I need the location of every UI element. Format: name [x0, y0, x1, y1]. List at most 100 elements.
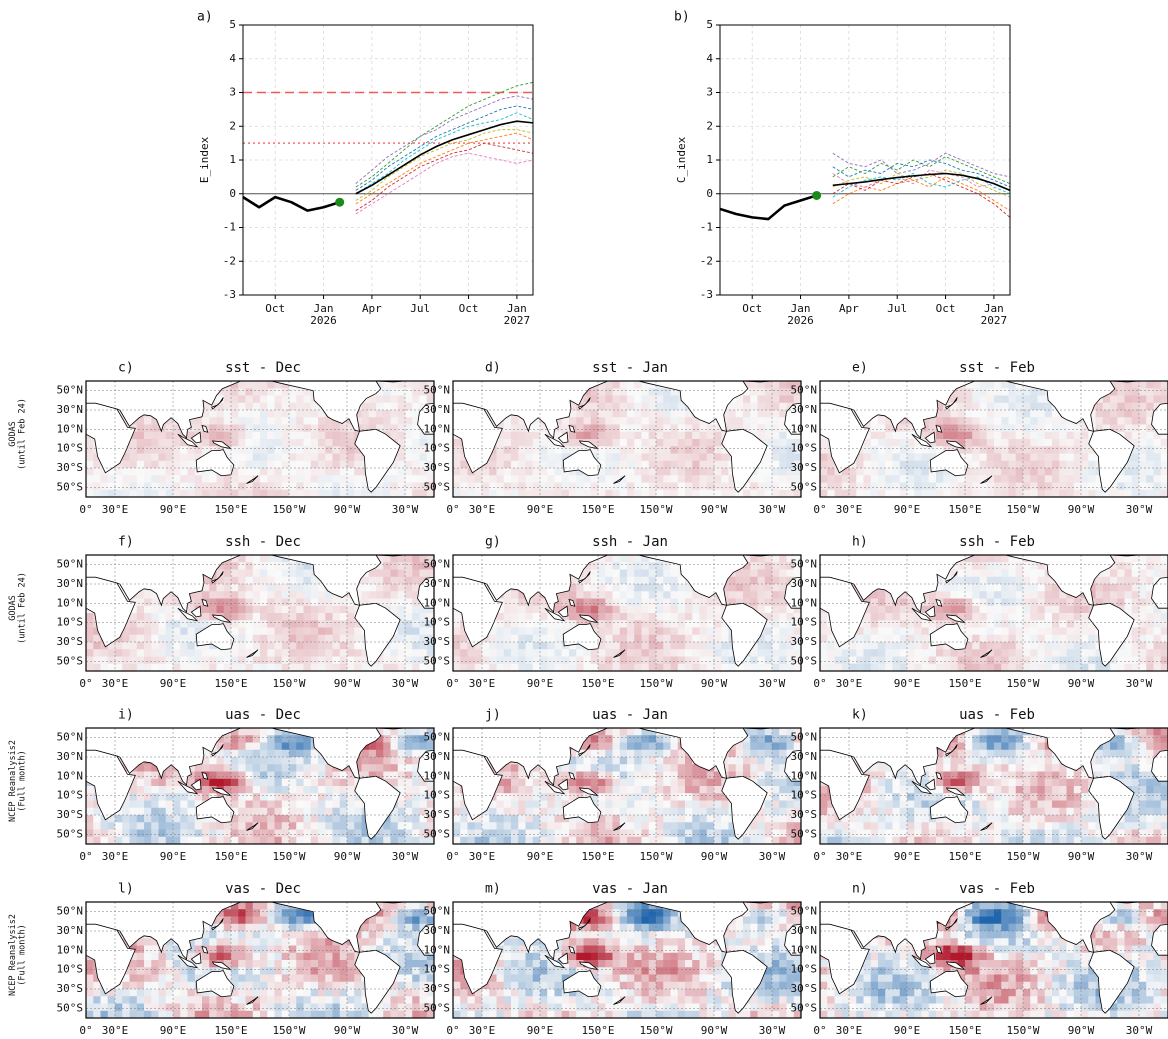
map-cell	[217, 432, 225, 440]
map-cell	[598, 475, 606, 483]
map-cell	[972, 649, 980, 657]
x-tick-label: 150°E	[581, 503, 614, 516]
map-cell	[151, 446, 159, 454]
map-cell	[1146, 620, 1154, 628]
map-cell	[202, 591, 210, 599]
map-cell	[412, 468, 420, 476]
map-cell	[671, 446, 679, 454]
map-cell	[238, 417, 246, 425]
map-cell	[951, 649, 959, 657]
map-cell	[1016, 664, 1024, 672]
map-cell	[533, 461, 541, 469]
map-cell	[253, 562, 261, 570]
map-cell	[398, 396, 406, 404]
map-cell	[1038, 483, 1046, 491]
map-cell	[685, 446, 693, 454]
map-cell	[758, 606, 766, 614]
map-cell	[871, 664, 879, 672]
y-tick-label: 30°S	[424, 461, 451, 474]
map-cell	[1023, 570, 1031, 578]
map-cell	[246, 439, 254, 447]
map-cell	[765, 410, 773, 418]
x-tick-label: 150°E	[214, 677, 247, 690]
map-cell	[972, 599, 980, 607]
map-cell	[231, 410, 239, 418]
map-cell	[311, 620, 319, 628]
map-cell	[115, 483, 123, 491]
map-cell	[707, 432, 715, 440]
map-cell	[994, 475, 1002, 483]
map-cell	[598, 410, 606, 418]
map-cell	[1038, 410, 1046, 418]
map-cell	[475, 664, 483, 672]
map-cell	[856, 475, 864, 483]
map-cell	[598, 446, 606, 454]
map-cell	[260, 490, 268, 498]
map-cell	[907, 454, 915, 462]
map-cell	[383, 591, 391, 599]
map-cell	[750, 425, 758, 433]
map-cell	[1059, 642, 1067, 650]
map-cell	[173, 483, 181, 491]
map-cell	[289, 475, 297, 483]
map-cell	[304, 425, 312, 433]
map-cell	[1088, 649, 1096, 657]
map-cell	[173, 657, 181, 665]
map-cell	[576, 584, 584, 592]
map-cell	[678, 664, 686, 672]
map-cell	[914, 620, 922, 628]
map-cell	[144, 591, 152, 599]
y-tick-label: 30°S	[424, 635, 451, 648]
map-cell	[714, 461, 722, 469]
map-cell	[758, 403, 766, 411]
map-cell	[1132, 562, 1140, 570]
map-cell	[1009, 396, 1017, 404]
map-cell	[137, 649, 145, 657]
map-cell	[692, 446, 700, 454]
map-cell	[369, 410, 377, 418]
map-cell	[282, 657, 290, 665]
map-cell	[613, 388, 621, 396]
map-cell	[166, 657, 174, 665]
map-cell	[130, 628, 138, 636]
map-cell	[231, 396, 239, 404]
map-cell	[1023, 396, 1031, 404]
map-cell	[765, 599, 773, 607]
map-cell	[526, 657, 534, 665]
map-cell	[605, 454, 613, 462]
map-cell	[1139, 570, 1147, 578]
map-cell	[598, 577, 606, 585]
map-cell	[1009, 388, 1017, 396]
map-cell	[137, 642, 145, 650]
map-cell	[707, 642, 715, 650]
map-cell	[656, 410, 664, 418]
map-cell	[1038, 620, 1046, 628]
map-cell	[900, 620, 908, 628]
map-cell	[613, 599, 621, 607]
map-cell	[253, 599, 261, 607]
map-cell	[412, 577, 420, 585]
map-cell	[994, 649, 1002, 657]
y-axis-label: C_index	[675, 136, 688, 183]
map-cell	[1139, 577, 1147, 585]
map-cell	[267, 388, 275, 396]
map-cell	[1154, 570, 1162, 578]
map-cell	[1038, 396, 1046, 404]
map-cell	[1023, 490, 1031, 498]
map-cell	[885, 461, 893, 469]
map-cell	[914, 628, 922, 636]
panel-label: f)	[118, 535, 134, 550]
map-cell	[1088, 483, 1096, 491]
panel-title: sst - Jan	[592, 360, 668, 376]
map-cell	[289, 490, 297, 498]
map-cell	[217, 606, 225, 614]
map-cell	[598, 432, 606, 440]
map-cell	[671, 664, 679, 672]
map-cell	[743, 570, 751, 578]
map-cell	[1001, 570, 1009, 578]
map-cell	[1067, 613, 1075, 621]
map-cell	[296, 562, 304, 570]
map-cell	[275, 591, 283, 599]
y-tick-label: 10°N	[57, 596, 84, 609]
map-cell	[246, 425, 254, 433]
